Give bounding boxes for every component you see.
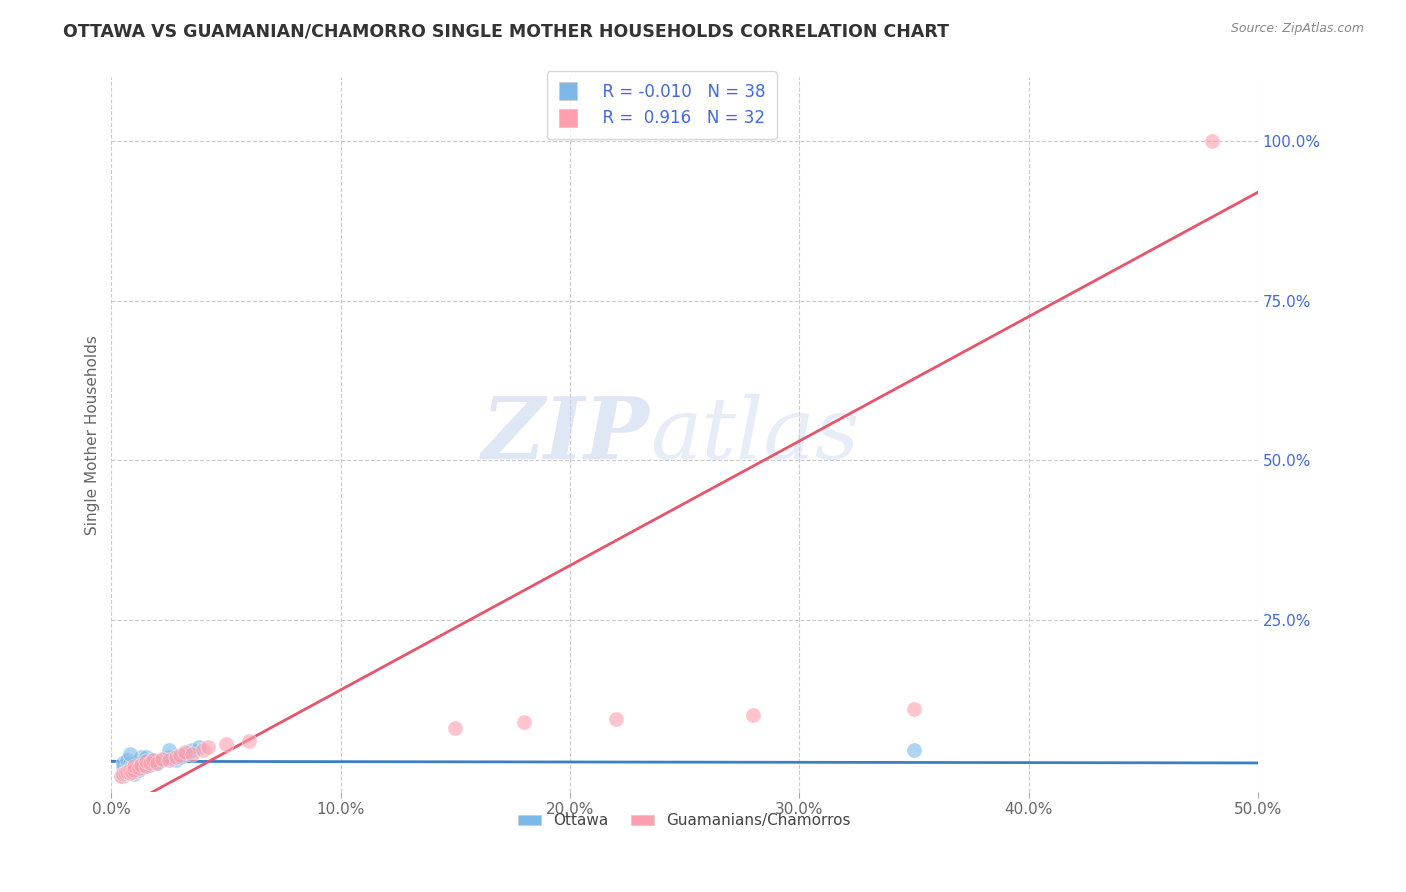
Point <box>117 764 139 779</box>
Point <box>215 737 238 751</box>
Point <box>180 747 202 761</box>
Point <box>121 764 143 779</box>
Point <box>121 758 143 772</box>
Point <box>118 756 141 771</box>
Point <box>238 734 260 748</box>
Point <box>146 756 169 771</box>
Point <box>124 767 146 781</box>
Point <box>118 761 141 775</box>
Point <box>118 764 141 779</box>
Point <box>146 756 169 771</box>
Point <box>513 714 536 729</box>
Point <box>111 769 134 783</box>
Text: ZIP: ZIP <box>482 393 650 476</box>
Point <box>117 763 139 777</box>
Text: atlas: atlas <box>650 393 859 476</box>
Point <box>142 753 165 767</box>
Point <box>150 752 173 766</box>
Point <box>124 759 146 773</box>
Point <box>135 759 157 773</box>
Point <box>169 747 191 762</box>
Point <box>129 761 152 775</box>
Point <box>110 769 132 783</box>
Point <box>121 763 143 777</box>
Point <box>117 753 139 767</box>
Point <box>118 765 141 780</box>
Point <box>157 750 180 764</box>
Point <box>903 702 925 716</box>
Point <box>165 753 187 767</box>
Point <box>135 750 157 764</box>
Point <box>157 743 180 757</box>
Point <box>197 740 219 755</box>
Point <box>444 721 467 735</box>
Point <box>139 756 162 771</box>
Point <box>118 763 141 777</box>
Legend: Ottawa, Guamanians/Chamorros: Ottawa, Guamanians/Chamorros <box>512 807 858 834</box>
Point <box>117 759 139 773</box>
Point <box>150 753 173 767</box>
Point <box>129 756 152 771</box>
Text: OTTAWA VS GUAMANIAN/CHAMORRO SINGLE MOTHER HOUSEHOLDS CORRELATION CHART: OTTAWA VS GUAMANIAN/CHAMORRO SINGLE MOTH… <box>63 22 949 40</box>
Y-axis label: Single Mother Households: Single Mother Households <box>86 334 100 534</box>
Point <box>111 767 134 781</box>
Point <box>114 765 136 780</box>
Point <box>191 743 214 757</box>
Point <box>111 759 134 773</box>
Point <box>135 755 157 769</box>
Point <box>128 763 150 777</box>
Point <box>129 758 152 772</box>
Point <box>124 763 146 777</box>
Point <box>157 753 180 767</box>
Point <box>139 758 162 772</box>
Point <box>742 708 765 723</box>
Point <box>165 750 187 764</box>
Point <box>124 764 146 779</box>
Point <box>128 758 150 772</box>
Point <box>135 759 157 773</box>
Point <box>142 753 165 767</box>
Point <box>173 747 195 761</box>
Point <box>111 765 134 780</box>
Point <box>173 746 195 760</box>
Point <box>129 750 152 764</box>
Point <box>187 740 209 755</box>
Point <box>128 761 150 775</box>
Point <box>903 743 925 757</box>
Point <box>1201 134 1223 148</box>
Point <box>111 763 134 777</box>
Point <box>180 743 202 757</box>
Point <box>169 750 191 764</box>
Point <box>124 756 146 771</box>
Point <box>124 761 146 775</box>
Text: Source: ZipAtlas.com: Source: ZipAtlas.com <box>1230 22 1364 36</box>
Point <box>135 755 157 769</box>
Point <box>111 756 134 771</box>
Point <box>605 712 627 726</box>
Point <box>118 747 141 761</box>
